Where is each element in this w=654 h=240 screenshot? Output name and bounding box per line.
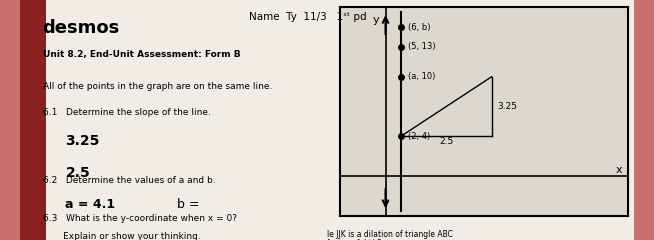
Text: Name  Ty  11/3   1ˢᵗ pd: Name Ty 11/3 1ˢᵗ pd [249,12,366,22]
Text: y: y [373,15,380,25]
Text: (a, 10): (a, 10) [408,72,436,81]
Text: a = 4.1: a = 4.1 [65,198,116,211]
Text: b =: b = [177,198,199,211]
Text: (6, b): (6, b) [408,23,431,32]
Text: 6.3   What is the y-coordinate when x = 0?: 6.3 What is the y-coordinate when x = 0? [43,214,237,223]
Text: 6.1   Determine the slope of the line.: 6.1 Determine the slope of the line. [43,108,211,117]
Text: (5, 13): (5, 13) [408,42,436,51]
Text: 3.25: 3.25 [498,102,517,111]
Text: Unit 8.2, End-Unit Assessment: Form B: Unit 8.2, End-Unit Assessment: Form B [43,50,240,59]
Text: x: x [615,165,623,175]
Text: factor of  ½/-3 .: factor of ½/-3 . [327,239,387,240]
Text: 2.5: 2.5 [439,138,453,146]
Text: Explain or show your thinking.: Explain or show your thinking. [43,232,200,240]
Text: 2.5: 2.5 [65,166,90,180]
Text: 6.2   Determine the values of a and b.: 6.2 Determine the values of a and b. [43,176,215,185]
Text: (2, 4): (2, 4) [408,132,430,141]
Text: 3.25: 3.25 [65,134,100,148]
Text: desmos: desmos [43,19,120,37]
Text: le JJK is a dilation of triangle ABC: le JJK is a dilation of triangle ABC [327,230,453,240]
Text: All of the points in the graph are on the same line.: All of the points in the graph are on th… [43,82,272,90]
